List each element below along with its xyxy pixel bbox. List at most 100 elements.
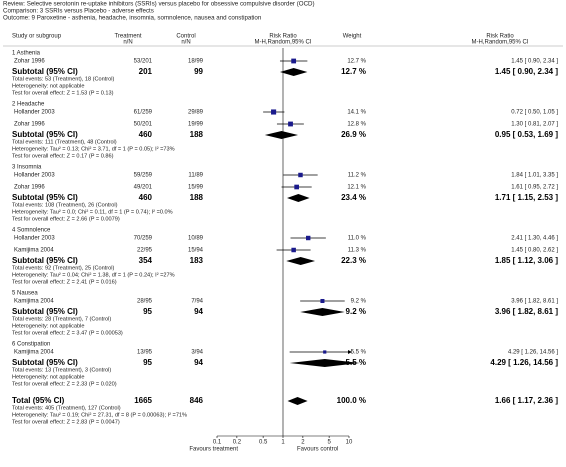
control: 10/89 <box>188 236 204 242</box>
group-name: 6 Constipation <box>12 342 50 348</box>
group-name: 4 Somnolence <box>12 228 51 234</box>
x-tick-label: 1 <box>281 440 285 446</box>
col-header: M-H,Random,95% CI <box>471 40 528 46</box>
weight: 9.2 % <box>351 299 367 305</box>
diamond <box>279 68 308 76</box>
control: 19/99 <box>188 122 204 128</box>
ci-label: 1.45 [ 0.80, 2.62 ] <box>511 248 558 254</box>
subtotal-name: Subtotal (95% CI) <box>12 130 78 139</box>
weight: 12.7 % <box>347 59 366 65</box>
note: Heterogeneity: Tau² = 0.0; Chi² = 0.11, … <box>12 209 173 215</box>
control: 94 <box>194 358 203 367</box>
note: Total events: 92 (Treatment), 25 (Contro… <box>12 265 115 271</box>
control: 18/99 <box>188 59 204 65</box>
note: Heterogeneity: Tau² = 0.04; Chi² = 1.38,… <box>12 272 175 278</box>
subtotal-name: Subtotal (95% CI) <box>12 358 78 367</box>
col-header: Risk Ratio <box>269 34 297 40</box>
control: 15/94 <box>188 248 204 254</box>
subtotal-name: Total (95% CI) <box>12 396 65 405</box>
group-name: 5 Nausea <box>12 291 38 297</box>
treatment: 28/95 <box>137 299 153 305</box>
group-name: 3 Insomnia <box>12 165 42 171</box>
control: 15/99 <box>188 185 204 191</box>
note: Total events: 405 (Treatment), 127 (Cont… <box>12 405 121 411</box>
subtotal-name: Subtotal (95% CI) <box>12 307 78 316</box>
weight: 14.1 % <box>347 110 366 116</box>
col-header: M-H,Random,95% CI <box>254 40 311 46</box>
note: Total events: 108 (Treatment), 26 (Contr… <box>12 202 118 208</box>
subtotal-name: Subtotal (95% CI) <box>12 193 78 202</box>
study-name: Kamijima 2004 <box>14 248 54 254</box>
note: Test for overall effect: Z = 1.53 (P = 0… <box>12 90 114 96</box>
ci-label: 1.45 [ 0.90, 2.34 ] <box>511 59 558 65</box>
weight: 26.9 % <box>341 130 366 139</box>
review-line: Review: Selective serotonin re-uptake in… <box>3 1 315 8</box>
ci-label: 1.61 [ 0.95, 2.72 ] <box>511 185 558 191</box>
diamond <box>300 308 345 316</box>
control: 183 <box>190 256 204 265</box>
col-header: Weight <box>343 34 362 40</box>
ci-label: 1.71 [ 1.15, 2.53 ] <box>495 193 558 202</box>
x-tick-label: 10 <box>346 440 353 446</box>
note: Heterogeneity: not applicable <box>12 374 84 380</box>
weight: 12.1 % <box>347 185 366 191</box>
study-square <box>271 109 277 115</box>
ci-label: 3.96 [ 1.82, 8.61 ] <box>511 299 558 305</box>
group-name: 1 Asthenia <box>12 51 41 57</box>
treatment: 59/259 <box>134 173 153 179</box>
col-header: Study or subgroup <box>12 34 62 40</box>
study-name: Zohar 1996 <box>14 59 45 65</box>
weight: 11.0 % <box>348 236 367 242</box>
note: Test for overall effect: Z = 0.17 (P = 0… <box>12 153 114 159</box>
weight: 9.2 % <box>346 307 366 316</box>
x-tick-label: 2 <box>301 440 305 446</box>
outcome-line: Outcome: 9 Paroxetine - asthenia, headac… <box>3 15 262 22</box>
study-square <box>291 247 296 253</box>
x-tick-label: 0.2 <box>233 440 242 446</box>
x-tick-label: 0.5 <box>259 440 268 446</box>
study-name: Kamijima 2004 <box>14 299 54 305</box>
note: Test for overall effect: Z = 2.41 (P = 0… <box>12 279 117 285</box>
treatment: 1665 <box>134 396 152 405</box>
study-square <box>294 184 299 190</box>
treatment: 50/201 <box>134 122 153 128</box>
treatment: 354 <box>139 256 153 265</box>
treatment: 49/201 <box>134 185 153 191</box>
diamond <box>289 359 360 367</box>
ci-arrow <box>348 350 352 354</box>
comparison-line: Comparison: 3 SSRIs versus Placebo - adv… <box>3 8 154 15</box>
study-name: Hollander 2003 <box>14 173 55 179</box>
ci-label: 1.45 [ 0.90, 2.34 ] <box>495 67 558 76</box>
control: 99 <box>194 67 203 76</box>
note: Test for overall effect: Z = 2.33 (P = 0… <box>12 381 117 387</box>
ci-label: 1.84 [ 1.01, 3.35 ] <box>511 173 558 179</box>
col-header: n/N <box>123 40 132 46</box>
weight: 11.2 % <box>348 173 367 179</box>
control: 94 <box>194 307 203 316</box>
weight: 22.3 % <box>341 256 366 265</box>
diamond <box>287 194 310 202</box>
treatment: 70/259 <box>134 236 153 242</box>
treatment: 95 <box>143 307 152 316</box>
note: Total events: 13 (Treatment), 3 (Control… <box>12 367 111 373</box>
study-square <box>323 350 327 354</box>
control: 188 <box>190 130 204 139</box>
note: Heterogeneity: not applicable <box>12 323 84 329</box>
diamond <box>264 131 299 139</box>
study-square <box>306 235 311 241</box>
weight: 12.8 % <box>347 122 366 128</box>
note: Test for overall effect: Z = 3.47 (P = 0… <box>12 330 123 336</box>
study-square <box>291 58 297 64</box>
study-square <box>288 121 293 127</box>
ci-label: 0.95 [ 0.53, 1.69 ] <box>495 130 558 139</box>
note: Heterogeneity: not applicable <box>12 83 84 89</box>
note: Test for overall effect: Z = 2.66 (P = 0… <box>12 216 120 222</box>
study-name: Kamijima 2004 <box>14 350 54 356</box>
diamond <box>286 257 316 265</box>
col-header: Treatment <box>114 34 141 40</box>
ci-label: 0.72 [ 0.50, 1.05 ] <box>511 110 558 116</box>
treatment: 95 <box>143 358 152 367</box>
ci-label: 4.29 [ 1.26, 14.56 ] <box>490 358 558 367</box>
note: Total events: 53 (Treatment), 18 (Contro… <box>12 76 115 82</box>
